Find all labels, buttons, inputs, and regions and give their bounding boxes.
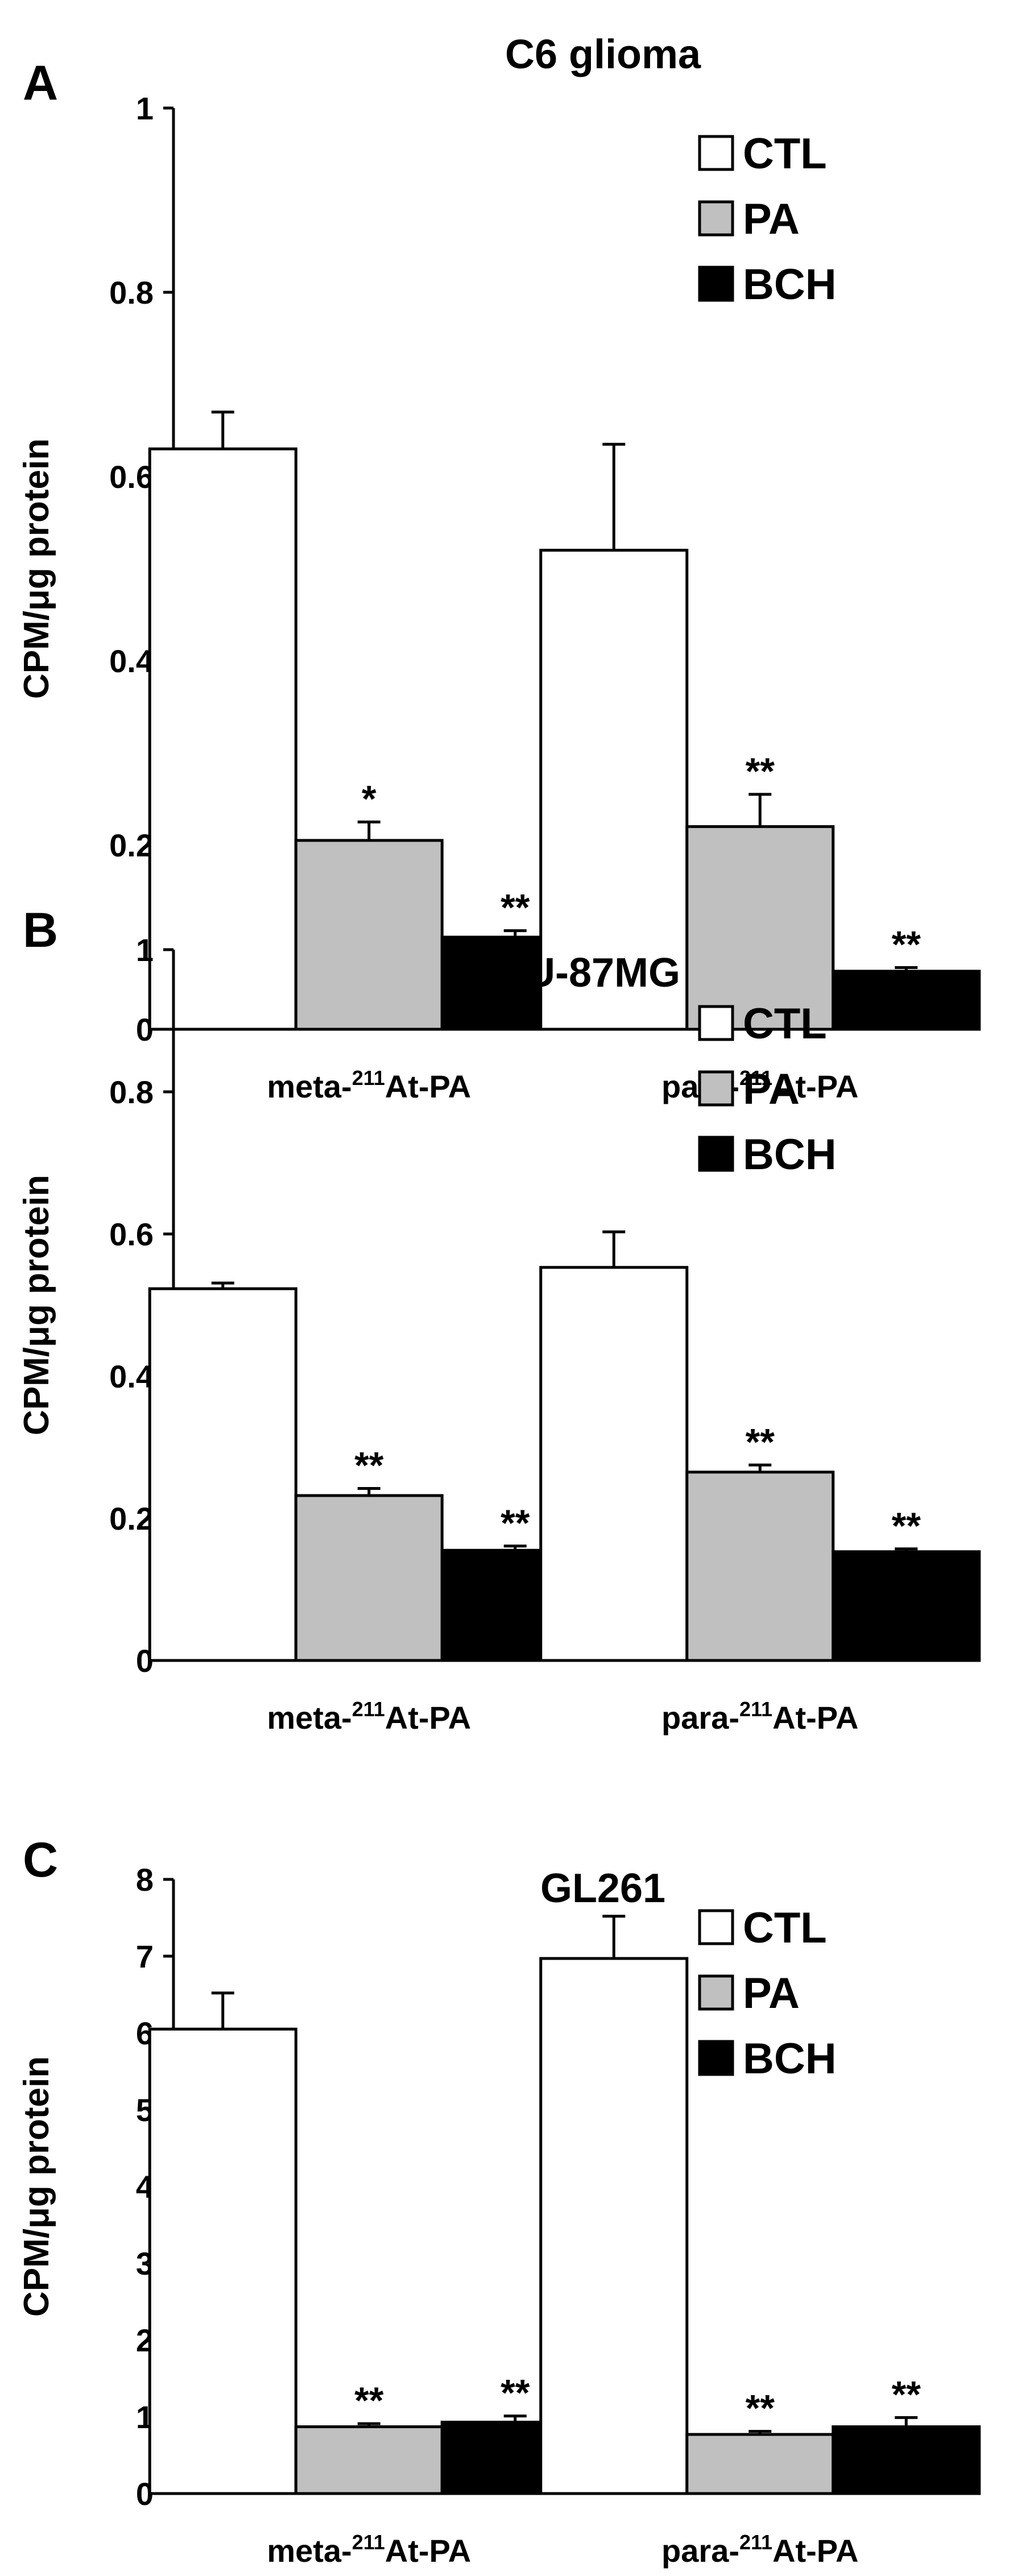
significance-mark: ** [892,2373,921,2415]
legend-swatch-pa [698,1974,734,2011]
x-category-label: para-211At-PA [661,1697,858,1736]
bar-bch-2 [832,1550,981,1662]
y-tick-label: 0.8 [109,275,154,310]
legend-swatch-ctl [698,1909,734,1945]
bar-bch-2 [832,2425,981,2495]
x-category-label: meta-211At-PA [267,2531,471,2569]
significance-mark: ** [501,2372,530,2414]
legend-label-bch: BCH [743,2035,837,2083]
legend-label-ctl: CTL [743,1904,827,1952]
y-tick-label: 1 [136,932,154,968]
chart-title: C6 glioma [505,32,701,77]
significance-mark: * [362,778,377,820]
legend-swatch-bch [698,266,734,302]
bar-ctl-1 [148,447,297,1031]
x-category-label: para-211At-PA [661,2531,858,2569]
y-tick-label: 7 [136,1939,154,1974]
panel-letter: C [23,1833,58,1887]
legend-label-pa: PA [743,1969,800,2018]
bar-ctl-2 [539,549,689,1031]
bar-pa-1 [294,1494,444,1662]
significance-mark: ** [746,2387,775,2429]
legend-label-bch: BCH [743,260,837,309]
y-axis-label: CPM/μg protein [17,438,56,699]
legend-label-pa: PA [743,1065,800,1113]
significance-mark: ** [501,887,530,929]
significance-mark: ** [354,2379,384,2421]
panel-letter: B [23,903,58,958]
bar-pa-2 [685,2433,835,2495]
y-tick-label: 0.6 [109,459,154,495]
y-axis-label: CPM/μg protein [17,2056,56,2317]
panel-letter: A [23,56,58,110]
chart-title: GL261 [540,1866,665,1911]
significance-mark: ** [354,1444,384,1486]
bar-ctl-1 [148,1287,297,1662]
y-tick-label: 0.4 [109,643,154,679]
legend-label-pa: PA [743,195,800,243]
y-tick-label: 0.2 [109,1501,154,1537]
y-tick-label: 1 [136,90,154,126]
bar-ctl-1 [148,2027,297,2495]
bar-bch-2 [832,970,981,1031]
legend-swatch-ctl [698,1005,734,1041]
significance-mark: ** [746,750,775,792]
y-tick-label: 0.2 [109,827,154,863]
y-tick-label: 8 [136,1862,154,1898]
legend-swatch-bch [698,2040,734,2076]
legend-swatch-pa [698,200,734,237]
bar-pa-2 [685,825,835,1031]
y-axis-label: CPM/μg protein [17,1175,56,1435]
bar-ctl-2 [539,1957,689,2495]
legend-swatch-bch [698,1136,734,1172]
y-tick-label: 0.6 [109,1216,154,1252]
bar-ctl-2 [539,1266,689,1662]
y-tick-label: 0.8 [109,1074,154,1110]
significance-mark: ** [501,1502,530,1544]
bar-pa-1 [294,839,444,1031]
legend-label-bch: BCH [743,1130,837,1179]
y-tick-label: 0.4 [109,1359,154,1394]
bar-pa-1 [294,2425,444,2495]
legend-label-ctl: CTL [743,1000,827,1048]
legend-swatch-pa [698,1070,734,1107]
significance-mark: ** [892,1505,921,1547]
significance-mark: ** [746,1420,775,1463]
legend-label-ctl: CTL [743,130,827,178]
legend-swatch-ctl [698,135,734,171]
significance-mark: ** [892,923,921,965]
x-category-label: meta-211At-PA [267,1066,471,1104]
bar-pa-2 [685,1471,835,1662]
chart-title: U-87MG [526,950,680,996]
x-category-label: meta-211At-PA [267,1697,471,1736]
